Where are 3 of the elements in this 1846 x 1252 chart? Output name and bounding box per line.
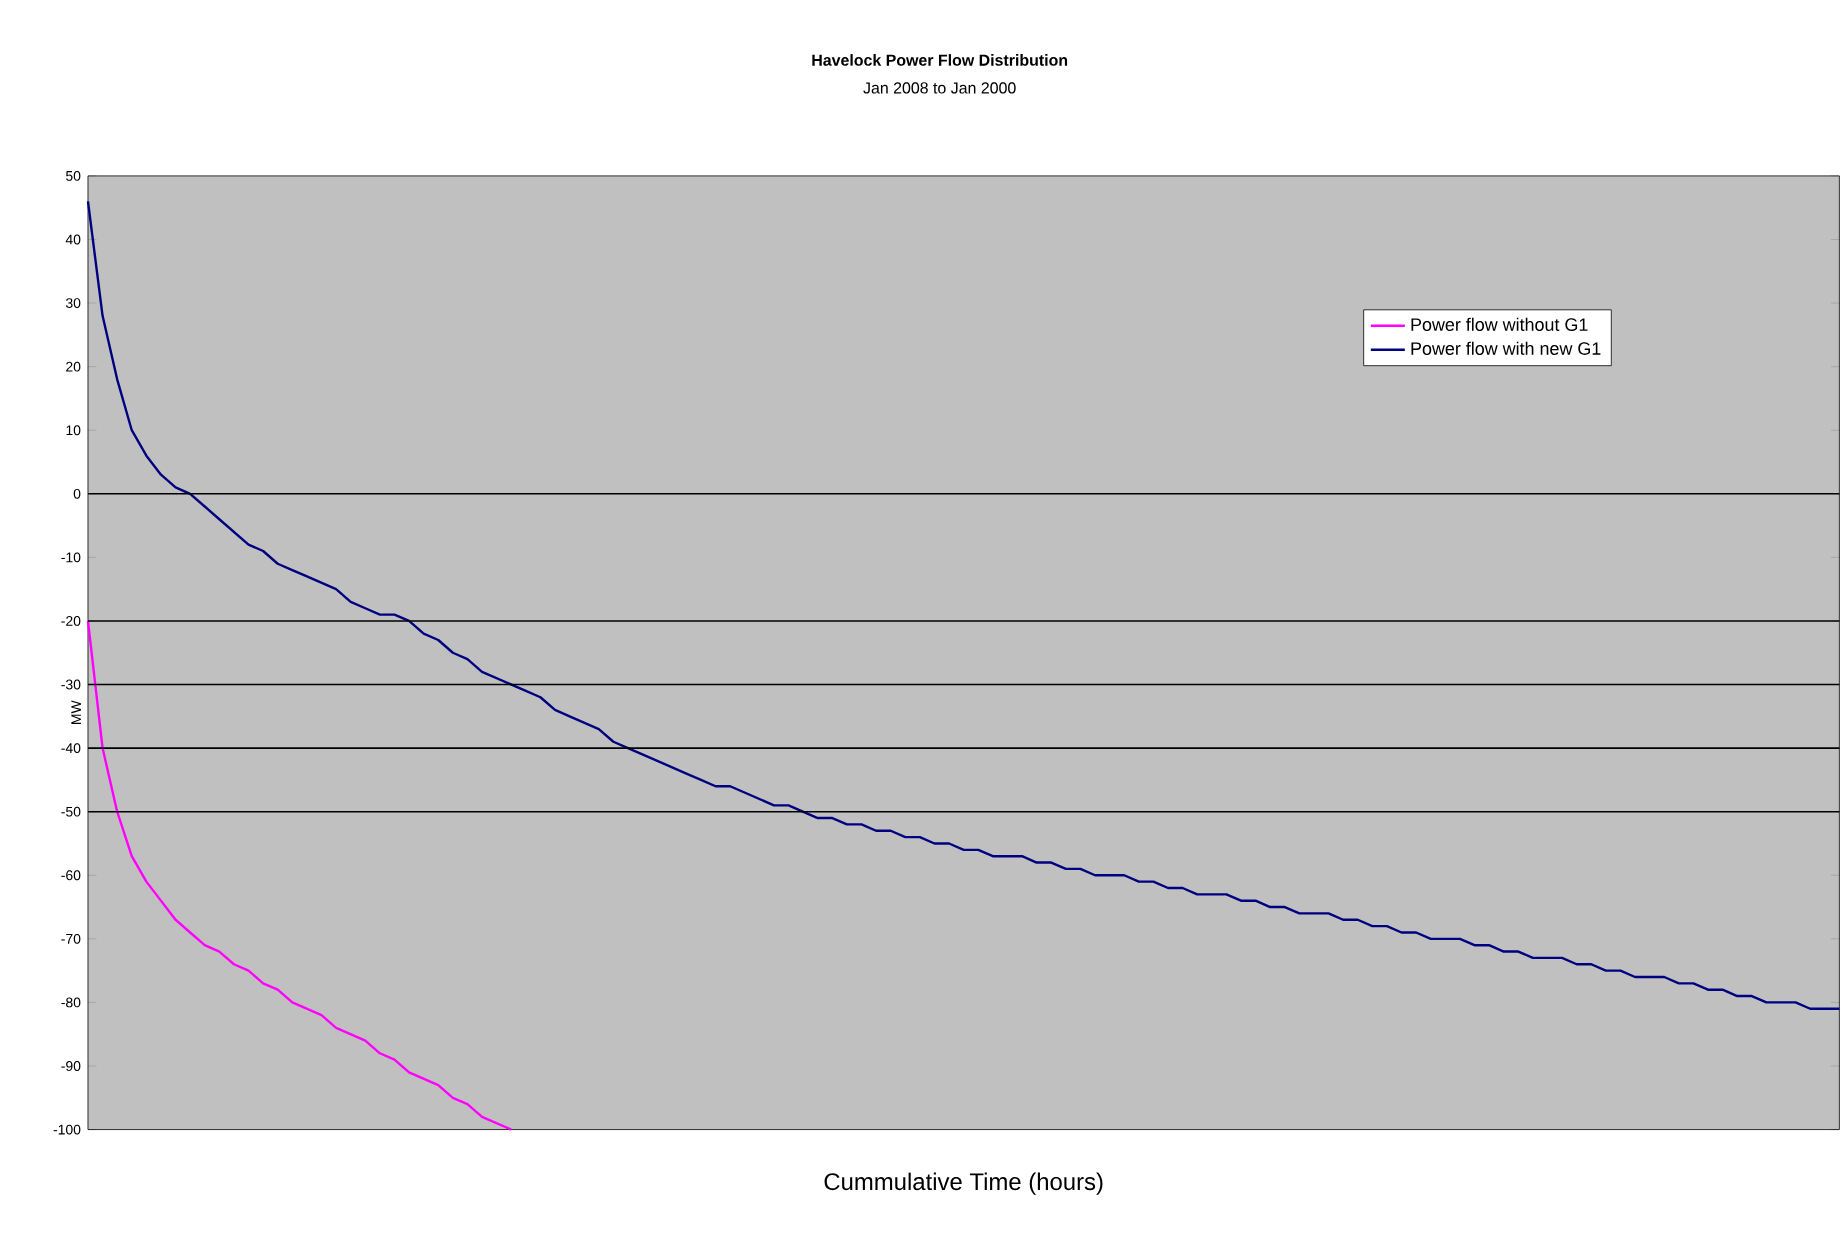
x-axis-title: Cummulative Time (hours)	[824, 1172, 1103, 1196]
legend-label: Power flow without G1	[1411, 317, 1588, 332]
legend-label: Power flow with new G1	[1411, 341, 1601, 356]
